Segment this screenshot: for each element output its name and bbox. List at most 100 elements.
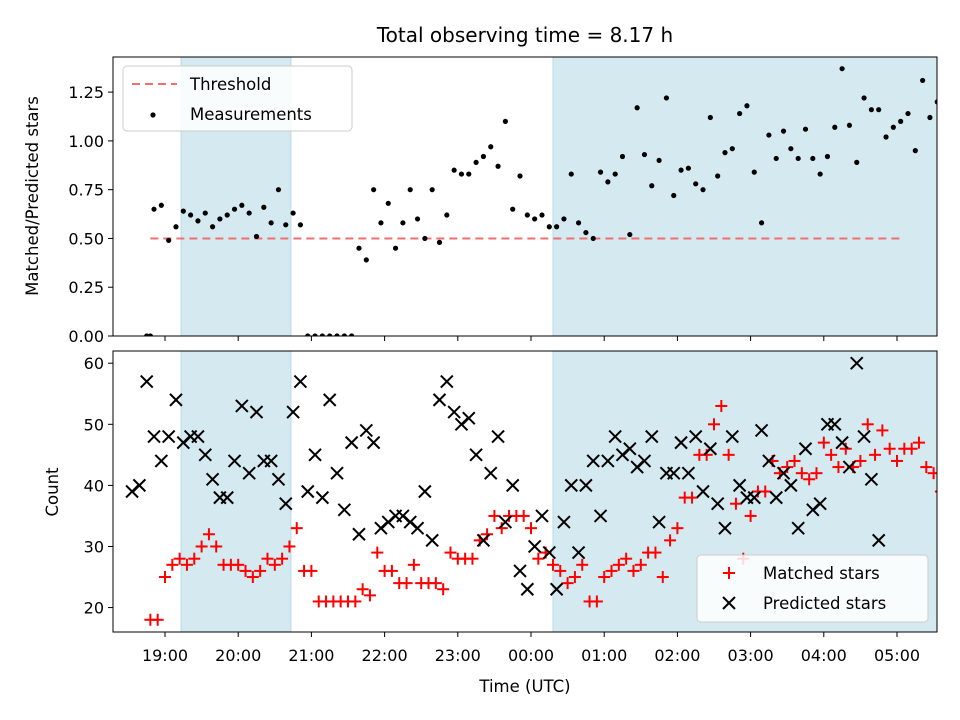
measurement-point [788, 146, 794, 152]
measurement-point [495, 163, 501, 169]
predicted-star-point [791, 521, 805, 535]
matched-star-point [781, 461, 794, 474]
predicted-star-point [835, 435, 849, 450]
matched-star-point [276, 552, 289, 565]
predicted-star-point [623, 442, 637, 456]
matched-star-point [664, 534, 677, 547]
measurement-point [700, 187, 706, 193]
predicted-star-point [784, 478, 798, 493]
measurement-point [722, 150, 728, 156]
matched-star-point [927, 467, 937, 480]
predicted-star-point [513, 564, 527, 578]
predicted-star-point [703, 442, 718, 456]
measurement-point [766, 132, 772, 138]
measurement-point [341, 333, 347, 336]
predicted-star-point [235, 399, 249, 413]
x-tick-label: 04:00 [801, 646, 847, 665]
predicted-star-point [242, 466, 256, 480]
predicted-star-point [301, 484, 315, 499]
predicted-star-point [732, 478, 747, 493]
matched-star-point [400, 577, 413, 590]
x-tick-label: 05:00 [874, 646, 920, 665]
measurement-point [575, 220, 582, 226]
bottom-legend-box [696, 554, 929, 623]
bottom-frame [112, 350, 938, 633]
predicted-star-point [871, 533, 886, 548]
predicted-star-point [330, 466, 344, 480]
matched-star-point [188, 552, 201, 565]
matched-star-point [349, 595, 362, 608]
measurement-point [422, 235, 428, 242]
measurement-point [275, 187, 282, 193]
matched-star-point [832, 461, 845, 474]
measurement-point [466, 171, 472, 177]
matched-star-point [195, 540, 208, 553]
predicted-star-point [710, 497, 725, 511]
measurement-point [876, 107, 882, 113]
bottom-y-tick-label: 60 [84, 354, 104, 373]
top-y-tick-label: 0.00 [68, 327, 104, 346]
measurement-point [554, 224, 560, 230]
measurement-point [678, 167, 684, 173]
predicted-star-point [220, 490, 234, 505]
x-tick-label: 01:00 [581, 646, 627, 665]
predicted-star-point [505, 478, 520, 493]
matched-star-point [620, 552, 633, 565]
predicted-star-point [308, 448, 322, 462]
x-tick-label: 21:00 [288, 646, 334, 665]
matched-star-point [407, 558, 420, 571]
predicted-star-point [227, 454, 242, 468]
measurement-point [524, 212, 530, 218]
matched-star-point [166, 558, 179, 571]
legend-predicted-swatch [722, 596, 736, 610]
x-tick-label: 23:00 [435, 646, 481, 665]
measurement-point [407, 187, 413, 193]
measurement-point [949, 105, 954, 110]
measurement-point [707, 114, 713, 121]
matched-star-point [854, 454, 867, 467]
measurement-point [934, 99, 937, 105]
matched-star-point [656, 571, 669, 584]
matched-star-point [356, 583, 369, 596]
measurement-point [605, 179, 611, 185]
matched-star-point [268, 558, 281, 571]
predicted-star-point [469, 448, 483, 462]
measurement-point [832, 124, 838, 130]
measurement-point [268, 220, 274, 226]
matched-star-point [554, 564, 567, 577]
measurement-point [920, 77, 926, 84]
predicted-star-point [359, 423, 374, 438]
x-tick-label: 00:00 [508, 646, 554, 665]
predicted-star-point [366, 435, 381, 450]
predicted-star-point [249, 405, 264, 419]
measurement-point [290, 210, 296, 216]
measurement-point [634, 105, 640, 111]
matched-star-point [481, 528, 494, 541]
matched-star-point [869, 448, 882, 461]
x-tick-label: 03:00 [728, 646, 774, 665]
bottom-y-axis-label: Count [43, 467, 62, 517]
measurement-point [817, 171, 823, 177]
measurement-point [839, 66, 845, 72]
predicted-star-point [725, 429, 740, 444]
measurement-point [451, 167, 457, 173]
measurement-point [224, 212, 230, 218]
matched-star-point [810, 467, 823, 480]
predicted-star-point [520, 582, 535, 596]
predicted-star-point [432, 393, 447, 407]
measurement-point [685, 165, 691, 171]
matched-star-point [239, 564, 252, 577]
top-y-tick-label: 1.00 [68, 132, 104, 151]
matched-star-point [532, 552, 545, 565]
x-tick-label: 22:00 [362, 646, 408, 665]
predicted-star-point [842, 460, 857, 474]
predicted-star-point [132, 478, 147, 493]
measurement-point [546, 224, 552, 230]
measurement-point [737, 110, 743, 117]
measurement-point [147, 333, 153, 336]
matched-star-point [759, 485, 772, 498]
predicted-star-point [315, 490, 330, 505]
measurement-point [283, 222, 289, 228]
predicted-star-point [747, 490, 761, 505]
predicted-star-point [462, 411, 476, 425]
